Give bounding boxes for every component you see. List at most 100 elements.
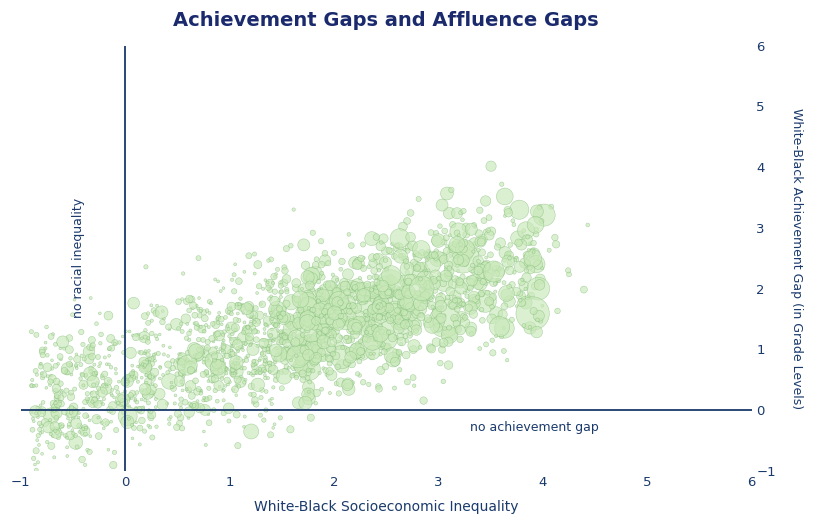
Point (208, 357, 221, 365)
Point (172, 324, 185, 333)
Point (422, 314, 435, 323)
Point (206, 347, 219, 355)
Point (352, 256, 365, 265)
Point (477, 278, 490, 286)
Point (83, 416, 96, 425)
Point (203, 394, 216, 402)
Point (200, 395, 213, 404)
Point (466, 261, 479, 270)
Point (361, 289, 374, 297)
Point (334, 299, 347, 307)
Point (60, 434, 73, 442)
Point (263, 396, 276, 405)
Point (278, 314, 291, 322)
Point (252, 282, 265, 290)
Point (429, 271, 442, 280)
Point (227, 385, 240, 394)
Point (267, 424, 280, 432)
Point (537, 211, 550, 219)
Point (301, 326, 314, 334)
Point (183, 400, 196, 408)
Point (365, 293, 378, 301)
Point (129, 404, 142, 412)
Point (54, 380, 67, 388)
Point (60, 443, 73, 452)
Point (126, 370, 139, 379)
Point (199, 314, 212, 322)
Point (435, 302, 448, 310)
Point (215, 315, 228, 323)
Point (264, 286, 277, 295)
Point (37, 351, 50, 359)
Point (201, 338, 214, 347)
Point (148, 368, 161, 376)
Point (324, 328, 337, 337)
Point (41, 351, 54, 360)
Point (342, 319, 355, 328)
Point (348, 330, 361, 339)
Point (199, 406, 212, 414)
Point (193, 312, 206, 320)
Point (448, 314, 461, 322)
Point (376, 292, 389, 300)
Point (549, 240, 562, 248)
Point (430, 229, 443, 237)
Point (203, 384, 216, 393)
Point (332, 341, 345, 349)
Point (262, 348, 275, 356)
Point (236, 301, 249, 310)
Point (65, 404, 78, 412)
Point (297, 311, 310, 319)
Point (33, 441, 46, 449)
Point (230, 326, 243, 334)
Point (280, 288, 293, 296)
Point (331, 363, 344, 371)
Point (256, 343, 269, 351)
Point (29, 409, 42, 417)
Point (76, 352, 89, 360)
Point (275, 369, 288, 377)
Point (247, 357, 260, 365)
Point (147, 353, 160, 362)
Point (391, 307, 404, 315)
Point (442, 338, 455, 346)
Point (498, 212, 511, 220)
Point (367, 333, 380, 342)
Point (143, 355, 156, 363)
Point (190, 387, 204, 396)
Point (346, 323, 359, 332)
Point (103, 377, 116, 385)
Point (64, 393, 77, 401)
Point (490, 309, 503, 318)
Point (440, 272, 453, 280)
Point (189, 402, 202, 411)
Point (42, 423, 55, 432)
Point (350, 304, 363, 312)
Point (248, 269, 261, 278)
Point (220, 345, 233, 353)
Point (532, 260, 545, 269)
Point (239, 375, 252, 384)
Point (400, 257, 413, 266)
Point (373, 302, 386, 310)
Point (36, 373, 49, 382)
Point (175, 358, 188, 366)
Point (32, 432, 45, 440)
Point (357, 264, 370, 272)
Point (85, 388, 98, 397)
Point (495, 180, 508, 188)
Point (87, 381, 100, 389)
Point (450, 320, 463, 328)
Point (259, 310, 272, 319)
Point (374, 299, 387, 308)
Point (156, 307, 169, 316)
Point (231, 344, 244, 353)
Point (518, 321, 531, 330)
Point (530, 225, 543, 234)
Point (126, 389, 139, 397)
Point (84, 432, 97, 440)
Point (517, 226, 530, 235)
Point (67, 414, 80, 422)
Point (417, 262, 430, 270)
Point (418, 292, 431, 301)
